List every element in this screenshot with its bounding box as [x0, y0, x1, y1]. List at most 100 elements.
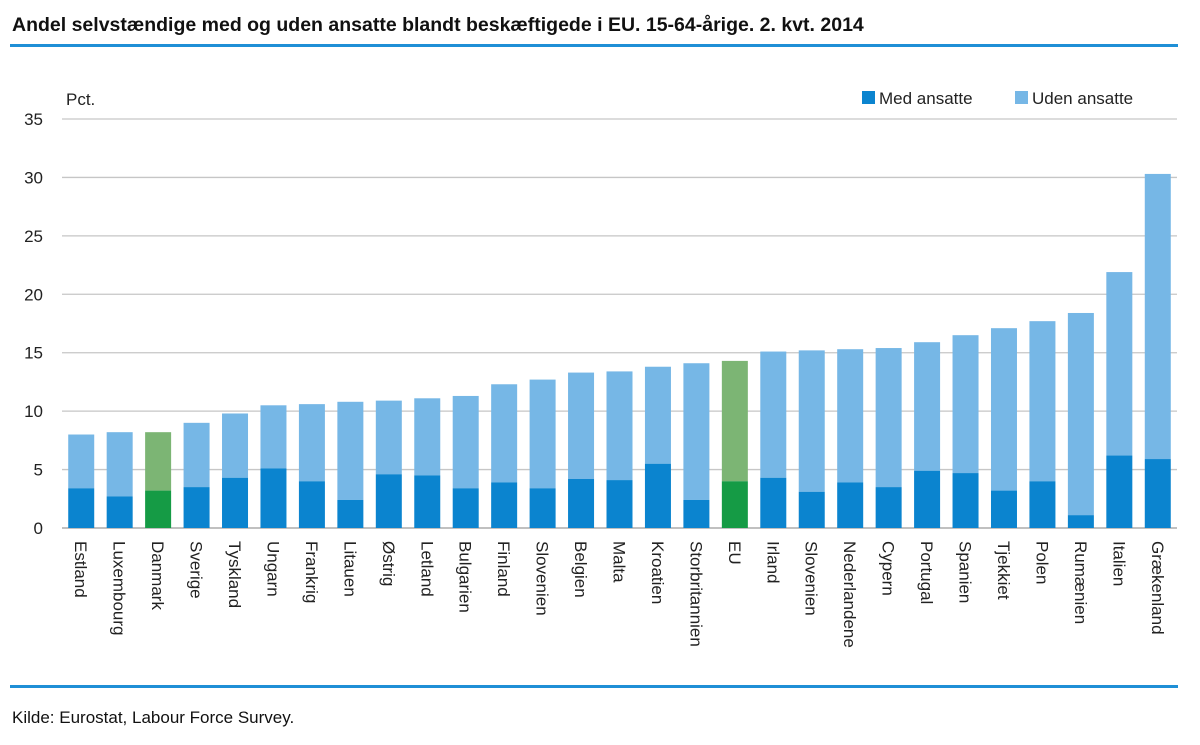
- x-tick-label: Spanien: [956, 541, 975, 603]
- x-tick-label: Bulgarien: [456, 541, 475, 613]
- bar-med-ansatte: [798, 491, 825, 528]
- bar-med-ansatte: [683, 499, 710, 528]
- x-tick-label: Tjekkiet: [994, 541, 1013, 600]
- bar-uden-ansatte: [721, 360, 748, 482]
- bar-med-ansatte: [337, 499, 364, 528]
- y-tick-label: 20: [24, 285, 43, 304]
- x-tick-label: Danmark: [148, 541, 167, 610]
- y-tick-label: 10: [24, 402, 43, 421]
- x-tick-label: Finland: [494, 541, 513, 597]
- bar-uden-ansatte: [914, 342, 941, 471]
- bar-med-ansatte: [529, 488, 556, 528]
- y-tick-label: 5: [34, 461, 43, 480]
- bar-uden-ansatte: [337, 401, 364, 500]
- x-tick-label: Belgien: [571, 541, 590, 598]
- x-tick-label: Portugal: [917, 541, 936, 604]
- y-tick-label: 0: [34, 519, 43, 538]
- bar-uden-ansatte: [1029, 321, 1056, 482]
- x-tick-label: Litauen: [340, 541, 359, 597]
- bottom-rule: [10, 685, 1178, 688]
- y-axis-ticks: 0 5 10 15 20 25 30 35: [24, 110, 43, 538]
- x-tick-label: Ungarn: [263, 541, 282, 597]
- x-tick-label: Slovenien: [533, 541, 552, 616]
- bar-uden-ansatte: [452, 395, 479, 489]
- bar-med-ansatte: [375, 474, 402, 528]
- top-rule: [10, 44, 1178, 47]
- x-tick-label: Irland: [763, 541, 782, 584]
- x-tick-label: Letland: [417, 541, 436, 597]
- bar-uden-ansatte: [375, 400, 402, 475]
- legend-label-med-ansatte: Med ansatte: [879, 89, 973, 108]
- bar-med-ansatte: [106, 496, 133, 528]
- bar-med-ansatte: [990, 490, 1017, 528]
- bar-uden-ansatte: [68, 434, 95, 489]
- bar-med-ansatte: [1029, 481, 1056, 528]
- bar-uden-ansatte: [1106, 272, 1133, 456]
- x-tick-label: Sverige: [187, 541, 206, 599]
- bar-uden-ansatte: [298, 404, 325, 482]
- bar-uden-ansatte: [1067, 312, 1094, 516]
- legend-swatch-uden-ansatte: [1015, 91, 1028, 104]
- bar-med-ansatte: [452, 488, 479, 528]
- bar-uden-ansatte: [260, 405, 287, 469]
- bar-uden-ansatte: [952, 335, 979, 474]
- bar-uden-ansatte: [1144, 173, 1171, 460]
- bar-uden-ansatte: [183, 422, 210, 488]
- source-note: Kilde: Eurostat, Labour Force Survey.: [12, 708, 295, 727]
- x-tick-label: Italien: [1109, 541, 1128, 586]
- x-tick-label: Luxembourg: [110, 541, 129, 636]
- y-axis-label: Pct.: [66, 90, 95, 109]
- x-tick-label: Estland: [71, 541, 90, 598]
- bars: [68, 173, 1171, 528]
- bar-uden-ansatte: [875, 348, 902, 488]
- legend-label-uden-ansatte: Uden ansatte: [1032, 89, 1133, 108]
- chart-title: Andel selvstændige med og uden ansatte b…: [12, 14, 864, 36]
- bar-med-ansatte: [68, 488, 95, 528]
- y-tick-label: 30: [24, 168, 43, 187]
- bar-uden-ansatte: [990, 328, 1017, 491]
- x-tick-label: Frankrig: [302, 541, 321, 603]
- bar-med-ansatte: [952, 473, 979, 528]
- x-tick-label: Nederlandene: [840, 541, 859, 648]
- bar-uden-ansatte: [837, 349, 864, 483]
- bar-med-ansatte: [1144, 459, 1171, 528]
- bar-med-ansatte: [145, 490, 172, 528]
- bar-uden-ansatte: [606, 371, 633, 481]
- bar-med-ansatte: [568, 478, 595, 528]
- bar-med-ansatte: [491, 482, 518, 528]
- x-tick-label: Storbritannien: [686, 541, 705, 647]
- x-tick-label: Grækenland: [1148, 541, 1167, 635]
- bar-med-ansatte: [298, 481, 325, 528]
- x-tick-label: Rumænien: [1071, 541, 1090, 624]
- legend-swatch-med-ansatte: [862, 91, 875, 104]
- bar-med-ansatte: [875, 487, 902, 528]
- x-tick-label: Cypern: [879, 541, 898, 596]
- x-tick-label: Tyskland: [225, 541, 244, 608]
- bar-uden-ansatte: [568, 372, 595, 479]
- x-tick-label: Kroatien: [648, 541, 667, 604]
- bar-med-ansatte: [414, 475, 441, 528]
- x-axis-labels: Estland Luxembourg Danmark Sverige Tyskland U…: [71, 541, 1167, 648]
- bar-uden-ansatte: [683, 363, 710, 500]
- bar-med-ansatte: [914, 470, 941, 528]
- bar-med-ansatte: [837, 482, 864, 528]
- bar-med-ansatte: [606, 480, 633, 528]
- x-tick-label: Slovenien: [802, 541, 821, 616]
- bar-uden-ansatte: [222, 413, 249, 478]
- y-tick-label: 35: [24, 110, 43, 129]
- bar-med-ansatte: [1067, 515, 1094, 528]
- legend: Med ansatte Uden ansatte: [862, 89, 1133, 108]
- bar-uden-ansatte: [760, 351, 787, 478]
- y-tick-label: 15: [24, 344, 43, 363]
- x-tick-label: EU: [725, 541, 744, 565]
- bar-uden-ansatte: [491, 384, 518, 483]
- bar-uden-ansatte: [529, 379, 556, 489]
- bar-med-ansatte: [260, 468, 287, 528]
- bar-uden-ansatte: [145, 432, 172, 491]
- bar-med-ansatte: [644, 463, 671, 528]
- bar-med-ansatte: [760, 477, 787, 528]
- bar-uden-ansatte: [644, 366, 671, 464]
- bar-uden-ansatte: [106, 432, 133, 497]
- bar-med-ansatte: [1106, 455, 1133, 528]
